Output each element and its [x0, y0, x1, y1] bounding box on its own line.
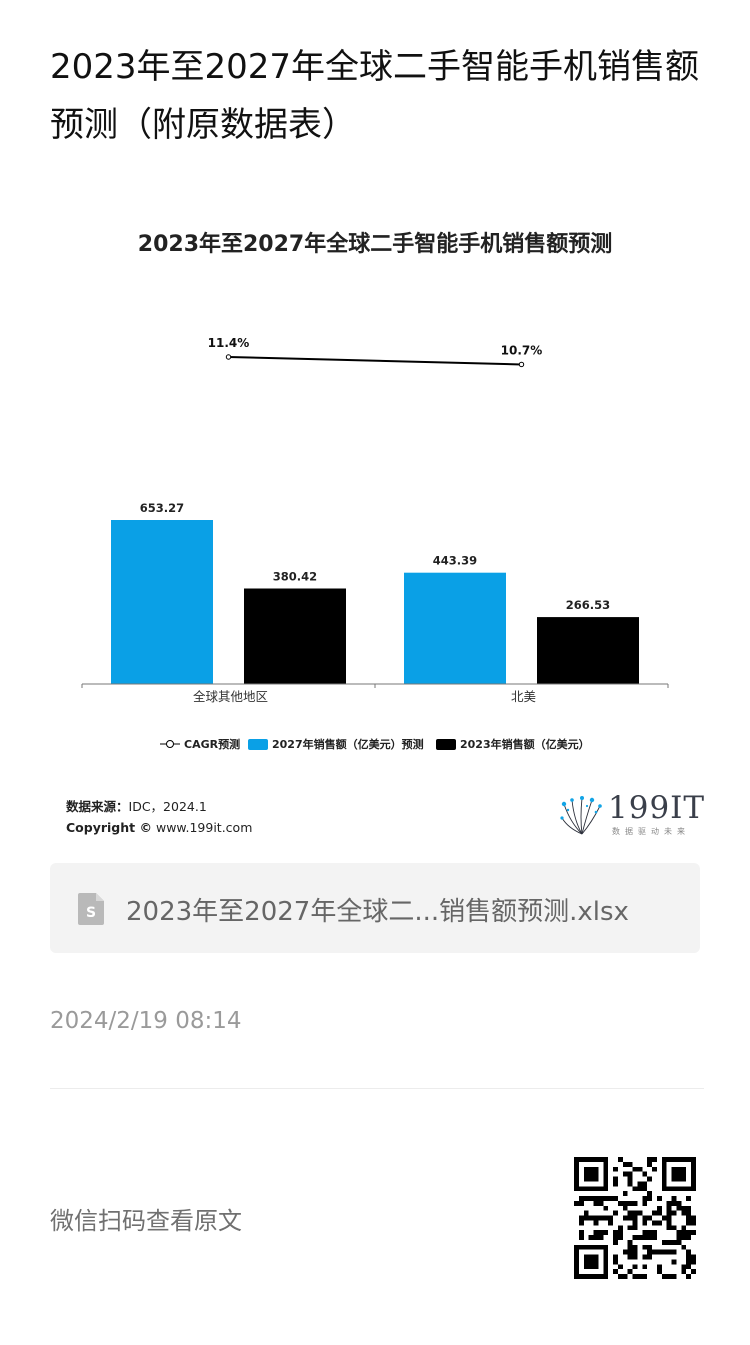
bar-data-label: 653.27	[140, 501, 184, 515]
page-title: 2023年至2027年全球二手智能手机销售额预测（附原数据表）	[50, 47, 700, 145]
bar-data-label: 380.42	[273, 569, 317, 583]
legend-item: 2023年销售额（亿美元）	[436, 737, 590, 751]
cagr-line	[228, 356, 522, 366]
attachment-filename: 2023年至2027年全球二...销售额预测.xlsx	[126, 897, 629, 927]
cagr-point	[518, 361, 525, 368]
legend-marker	[166, 740, 174, 748]
bar-data-label: 443.39	[433, 554, 477, 568]
legend-swatch	[436, 739, 456, 750]
legend: CAGR预测 2027年销售额（亿美元）预测 2023年销售额（亿美元）	[160, 737, 590, 751]
cagr-data-label: 11.4%	[208, 336, 250, 350]
bar-1-0	[404, 572, 506, 684]
brand-logo: 199IT 数据驱动未来	[560, 790, 704, 840]
legend-label: 2027年销售额（亿美元）预测	[272, 737, 424, 751]
spreadsheet-file-icon: S	[78, 893, 104, 925]
qr-code-icon[interactable]	[574, 1157, 696, 1279]
cagr-data-label: 10.7%	[501, 343, 543, 357]
chart-title: 2023年至2027年全球二手智能手机销售额预测	[137, 232, 613, 257]
x-tick-label: 全球其他地区	[193, 689, 268, 704]
logo-text: 199IT	[608, 790, 706, 826]
cagr-point	[225, 354, 232, 360]
publish-timestamp: 2024/2/19 08:14	[50, 1008, 242, 1034]
bar-data-label: 266.53	[566, 598, 610, 612]
copyright-label: Copyright ©	[66, 820, 152, 835]
bar-1-1	[537, 617, 639, 684]
svg-text:S: S	[86, 905, 96, 921]
x-axis: 全球其他地区 北美	[81, 683, 669, 704]
bar-0-0	[111, 520, 213, 684]
legend-item: CAGR预测	[160, 737, 240, 751]
source-value: IDC，2024.1	[128, 799, 207, 814]
copyright-value: www.199it.com	[155, 820, 253, 835]
bar-0-1	[244, 588, 346, 684]
read-original-text: 微信扫码查看原文	[50, 1207, 242, 1235]
data-source: 数据来源：IDC，2024.1 Copyright © www.199it.co…	[66, 796, 252, 838]
chart: 653.27 380.42 443.39 266.53 11.4% 10.7% 全球其他…	[81, 336, 669, 751]
cagr-line-layer: 11.4% 10.7%	[208, 336, 543, 368]
legend-label: CAGR预测	[184, 737, 240, 751]
attachment-card[interactable]: S 2023年至2027年全球二...销售额预测.xlsx	[50, 863, 700, 953]
legend-label: 2023年销售额（亿美元）	[460, 737, 590, 751]
bars-layer: 653.27 380.42 443.39 266.53	[111, 501, 639, 684]
legend-item: 2027年销售额（亿美元）预测	[248, 737, 424, 751]
source-label: 数据来源：	[66, 799, 129, 814]
divider	[50, 1088, 704, 1089]
x-tick-label: 北美	[511, 689, 536, 704]
legend-swatch	[248, 739, 268, 750]
logo-mark-icon	[560, 796, 602, 835]
logo-subtitle: 数据驱动未来	[612, 827, 690, 836]
